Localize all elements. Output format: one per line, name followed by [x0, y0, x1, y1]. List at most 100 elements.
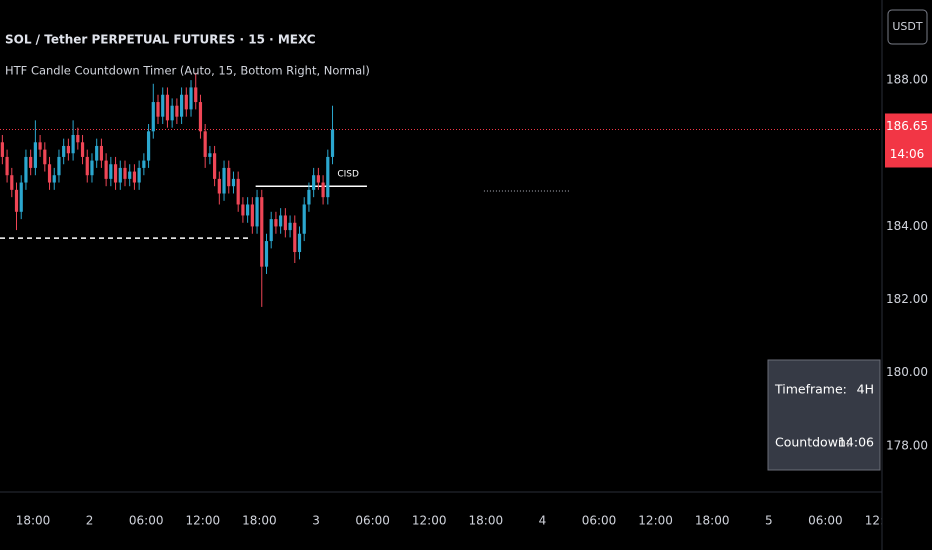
candle-body [5, 156, 9, 176]
y-tick-label: 178.00 [886, 438, 928, 452]
x-tick-label: 4 [539, 514, 547, 528]
indicator-label: HTF Candle Countdown Timer (Auto, 15, Bo… [5, 64, 370, 78]
info-table [767, 359, 881, 471]
candle-body [151, 102, 155, 132]
last-price-label: 186.65 [886, 119, 928, 133]
candle-body [175, 105, 179, 117]
candle-body [128, 171, 132, 179]
candle-body [99, 145, 104, 161]
candle-body [231, 178, 236, 187]
candle-body [283, 215, 287, 231]
line-label: CISD [337, 170, 359, 180]
candle-body [113, 164, 118, 183]
x-tick-label: 18:00 [242, 514, 277, 528]
candle-body [260, 197, 264, 267]
candle-body [0, 142, 4, 157]
table-key: Timeframe: [774, 382, 847, 397]
candle-body [189, 87, 193, 110]
candle-body [184, 94, 188, 110]
candle-body [236, 178, 240, 205]
x-tick-label: 12:00 [638, 514, 673, 528]
candle-body [19, 182, 23, 212]
candle-body [326, 156, 330, 198]
candle-body [76, 134, 80, 143]
candle-body [307, 189, 311, 205]
table-key: Countdown: [775, 435, 850, 450]
candle-body [165, 94, 170, 121]
price-axis-panel [882, 0, 932, 550]
candle-body [161, 94, 165, 117]
y-tick-label: 180.00 [886, 365, 928, 379]
candle-body [57, 156, 61, 176]
candle-body [95, 145, 99, 161]
candle-body [179, 94, 184, 117]
candle-body [194, 87, 198, 103]
y-tick-label: 182.00 [886, 292, 928, 306]
candle-body [293, 222, 297, 253]
chart-title: SOL / Tether PERPETUAL FUTURES · 15 · ME… [5, 33, 316, 47]
candle-body [66, 145, 70, 154]
candle-body [321, 182, 325, 198]
candle-body [198, 102, 203, 132]
y-tick-label: 188.00 [886, 73, 928, 87]
candle-body [24, 156, 28, 183]
candle-body [264, 241, 269, 267]
candle-body [217, 178, 221, 194]
candle-body [302, 204, 306, 234]
candle-body [279, 215, 283, 227]
candle-body [213, 153, 217, 179]
candle-body [170, 105, 174, 121]
candle-body [14, 189, 19, 212]
candle-body [109, 164, 113, 179]
x-tick-label: 12:00 [412, 514, 447, 528]
x-tick-label: 06:00 [808, 514, 843, 528]
candle-body [288, 222, 292, 231]
candle-body [52, 175, 56, 183]
candle-body [227, 167, 231, 187]
candle-body [274, 219, 278, 227]
candle-body [297, 233, 302, 253]
candle-body [80, 142, 85, 157]
countdown-label: 14:06 [890, 147, 925, 161]
candle-body [43, 149, 47, 165]
candle-body [10, 175, 14, 190]
candle-body [33, 142, 37, 168]
candle-body [246, 204, 250, 216]
last-price-box [885, 113, 932, 168]
x-tick-label: 18:00 [695, 514, 730, 528]
x-tick-label: 06:00 [582, 514, 617, 528]
candle-body [269, 219, 273, 242]
candle-body [241, 204, 245, 216]
x-tick-label: 18:00 [469, 514, 504, 528]
y-tick-label: 184.00 [886, 219, 928, 233]
candle-body [118, 167, 122, 183]
x-tick-label: 12:00 [186, 514, 221, 528]
candle-body [146, 131, 151, 161]
candle-body [38, 142, 42, 150]
x-tick-label: 5 [765, 514, 773, 528]
table-value: 4H [857, 382, 874, 397]
x-tick-label: 06:00 [129, 514, 164, 528]
candle-body [142, 160, 146, 168]
candle-body [123, 167, 127, 179]
candle-body [85, 156, 89, 176]
currency-button-label[interactable]: USDT [892, 20, 923, 33]
x-tick-label: 06:00 [355, 514, 390, 528]
x-tick-label: 3 [312, 514, 320, 528]
candle-body [90, 160, 94, 176]
candle-body [330, 129, 335, 157]
candle-body [208, 153, 212, 157]
candle-body [222, 167, 226, 194]
candle-body [132, 171, 137, 183]
currency-button[interactable] [887, 9, 928, 45]
candle-body [47, 164, 52, 183]
candle-body [203, 131, 207, 157]
candle-body [137, 167, 141, 183]
candle-body [104, 160, 108, 179]
candle-body [29, 156, 33, 168]
candle-body [62, 145, 66, 157]
candle-body [255, 197, 259, 227]
candle-body [250, 204, 254, 227]
